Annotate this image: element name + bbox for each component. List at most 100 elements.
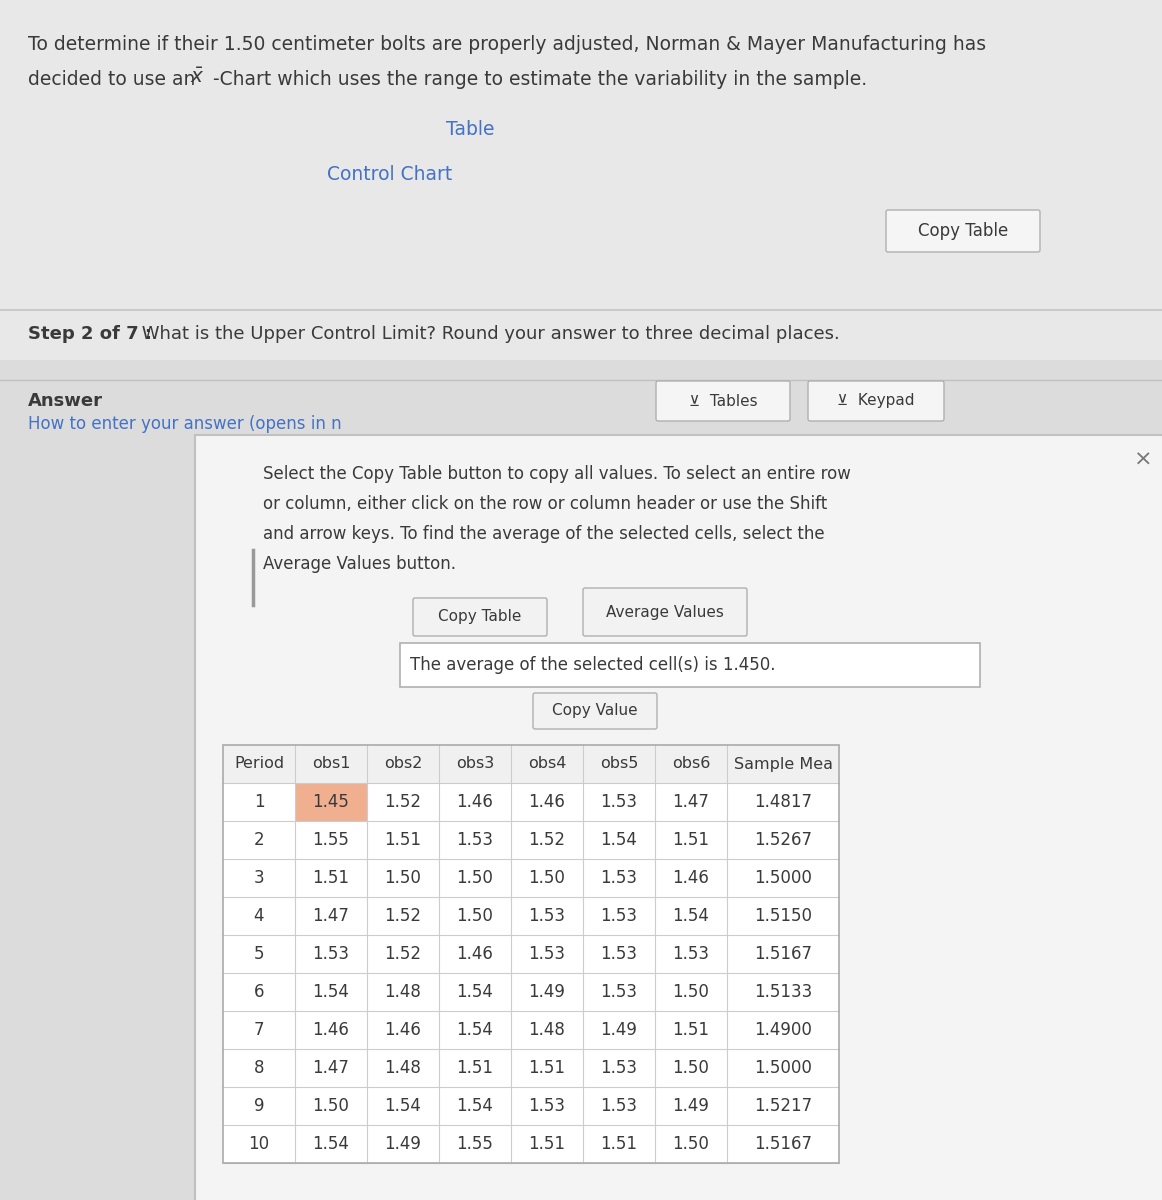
Text: Select the Copy Table button to copy all values. To select an entire row: Select the Copy Table button to copy all… (263, 464, 851, 482)
Text: 1.51: 1.51 (529, 1135, 566, 1153)
Text: 7: 7 (253, 1021, 264, 1039)
Bar (195, 434, 1162, 1200)
Text: 1.54: 1.54 (601, 830, 638, 850)
Bar (295, 782, 367, 821)
Text: 1: 1 (253, 793, 264, 811)
Bar (223, 1126, 839, 1163)
FancyBboxPatch shape (583, 588, 747, 636)
Text: 1.47: 1.47 (313, 907, 350, 925)
Text: 1.46: 1.46 (529, 793, 566, 811)
Text: 10: 10 (249, 1135, 270, 1153)
Bar (223, 859, 839, 898)
FancyBboxPatch shape (533, 692, 657, 728)
Text: 1.51: 1.51 (457, 1058, 494, 1078)
Text: 1.49: 1.49 (385, 1135, 422, 1153)
Text: $\bar{x}$: $\bar{x}$ (191, 68, 205, 88)
Text: 1.51: 1.51 (673, 1021, 710, 1039)
Text: 1.51: 1.51 (313, 869, 350, 887)
Text: 1.53: 1.53 (529, 907, 566, 925)
Text: 1.46: 1.46 (313, 1021, 350, 1039)
Text: 1.49: 1.49 (529, 983, 566, 1001)
Text: 1.48: 1.48 (529, 1021, 566, 1039)
Text: 1.49: 1.49 (673, 1097, 710, 1115)
FancyBboxPatch shape (808, 382, 944, 421)
Bar (223, 898, 839, 935)
Text: 1.53: 1.53 (529, 946, 566, 962)
Text: ×: × (1134, 450, 1153, 470)
Text: 1.5167: 1.5167 (754, 1135, 812, 1153)
Text: 1.48: 1.48 (385, 1058, 422, 1078)
Text: 1.5000: 1.5000 (754, 869, 812, 887)
Text: obs3: obs3 (456, 756, 494, 772)
Text: 5: 5 (253, 946, 264, 962)
Text: 1.50: 1.50 (673, 983, 710, 1001)
Text: 1.53: 1.53 (601, 793, 638, 811)
FancyBboxPatch shape (657, 382, 790, 421)
Text: Copy Table: Copy Table (918, 222, 1009, 240)
Text: obs5: obs5 (600, 756, 638, 772)
Text: How to enter your answer (opens in n: How to enter your answer (opens in n (28, 415, 342, 433)
Text: 1.54: 1.54 (457, 1097, 494, 1115)
Text: 1.50: 1.50 (673, 1135, 710, 1153)
Text: or column, either click on the row or column header or use the Shift: or column, either click on the row or co… (263, 494, 827, 514)
Text: 1.45: 1.45 (313, 793, 350, 811)
Bar (223, 973, 839, 1010)
Text: Period: Period (234, 756, 284, 772)
Text: ⊻  Tables: ⊻ Tables (689, 394, 758, 408)
Text: Copy Value: Copy Value (552, 703, 638, 719)
Text: 1.4900: 1.4900 (754, 1021, 812, 1039)
Text: 1.5217: 1.5217 (754, 1097, 812, 1115)
Text: 1.54: 1.54 (385, 1097, 422, 1115)
Text: 1.55: 1.55 (313, 830, 350, 850)
Text: 3: 3 (253, 869, 264, 887)
Text: 1.5267: 1.5267 (754, 830, 812, 850)
Text: Copy Table: Copy Table (438, 610, 522, 624)
Text: 1.46: 1.46 (457, 946, 494, 962)
Text: 1.52: 1.52 (385, 793, 422, 811)
Text: 1.50: 1.50 (457, 869, 494, 887)
Text: -Chart which uses the range to estimate the variability in the sample.: -Chart which uses the range to estimate … (207, 70, 867, 89)
Text: 1.4817: 1.4817 (754, 793, 812, 811)
FancyBboxPatch shape (885, 210, 1040, 252)
Bar (223, 821, 839, 859)
Text: 1.49: 1.49 (601, 1021, 638, 1039)
Bar (0, 0, 1162, 360)
Text: 1.50: 1.50 (313, 1097, 350, 1115)
Text: 1.46: 1.46 (385, 1021, 422, 1039)
Text: Control Chart: Control Chart (328, 164, 453, 184)
Text: 1.54: 1.54 (457, 983, 494, 1001)
Bar (223, 782, 839, 821)
Text: Answer: Answer (28, 392, 103, 410)
Text: 1.54: 1.54 (313, 1135, 350, 1153)
FancyBboxPatch shape (413, 598, 547, 636)
Text: 1.54: 1.54 (313, 983, 350, 1001)
Text: ⊻  Keypad: ⊻ Keypad (838, 394, 914, 408)
Text: Step 2 of 7 :: Step 2 of 7 : (28, 325, 152, 343)
Text: 9: 9 (253, 1097, 264, 1115)
Text: The average of the selected cell(s) is 1.450.: The average of the selected cell(s) is 1… (410, 656, 775, 674)
Text: 1.53: 1.53 (601, 907, 638, 925)
Bar (223, 745, 839, 782)
Text: 2: 2 (253, 830, 264, 850)
Text: Average Values button.: Average Values button. (263, 554, 456, 572)
Text: Average Values: Average Values (607, 605, 724, 619)
Text: 1.5000: 1.5000 (754, 1058, 812, 1078)
Text: 1.53: 1.53 (673, 946, 710, 962)
Text: 6: 6 (253, 983, 264, 1001)
Bar (223, 1087, 839, 1126)
Text: 1.53: 1.53 (601, 869, 638, 887)
Text: What is the Upper Control Limit? Round your answer to three decimal places.: What is the Upper Control Limit? Round y… (136, 325, 840, 343)
Text: 1.52: 1.52 (385, 907, 422, 925)
Bar (223, 745, 839, 1163)
Text: 1.55: 1.55 (457, 1135, 494, 1153)
Text: 1.46: 1.46 (457, 793, 494, 811)
Text: 1.53: 1.53 (313, 946, 350, 962)
Text: obs2: obs2 (383, 756, 422, 772)
Text: 4: 4 (253, 907, 264, 925)
Text: 1.52: 1.52 (529, 830, 566, 850)
Text: 1.53: 1.53 (601, 1097, 638, 1115)
Text: 1.50: 1.50 (529, 869, 566, 887)
Text: 1.53: 1.53 (601, 983, 638, 1001)
Bar (400, 643, 980, 686)
Text: 1.51: 1.51 (385, 830, 422, 850)
